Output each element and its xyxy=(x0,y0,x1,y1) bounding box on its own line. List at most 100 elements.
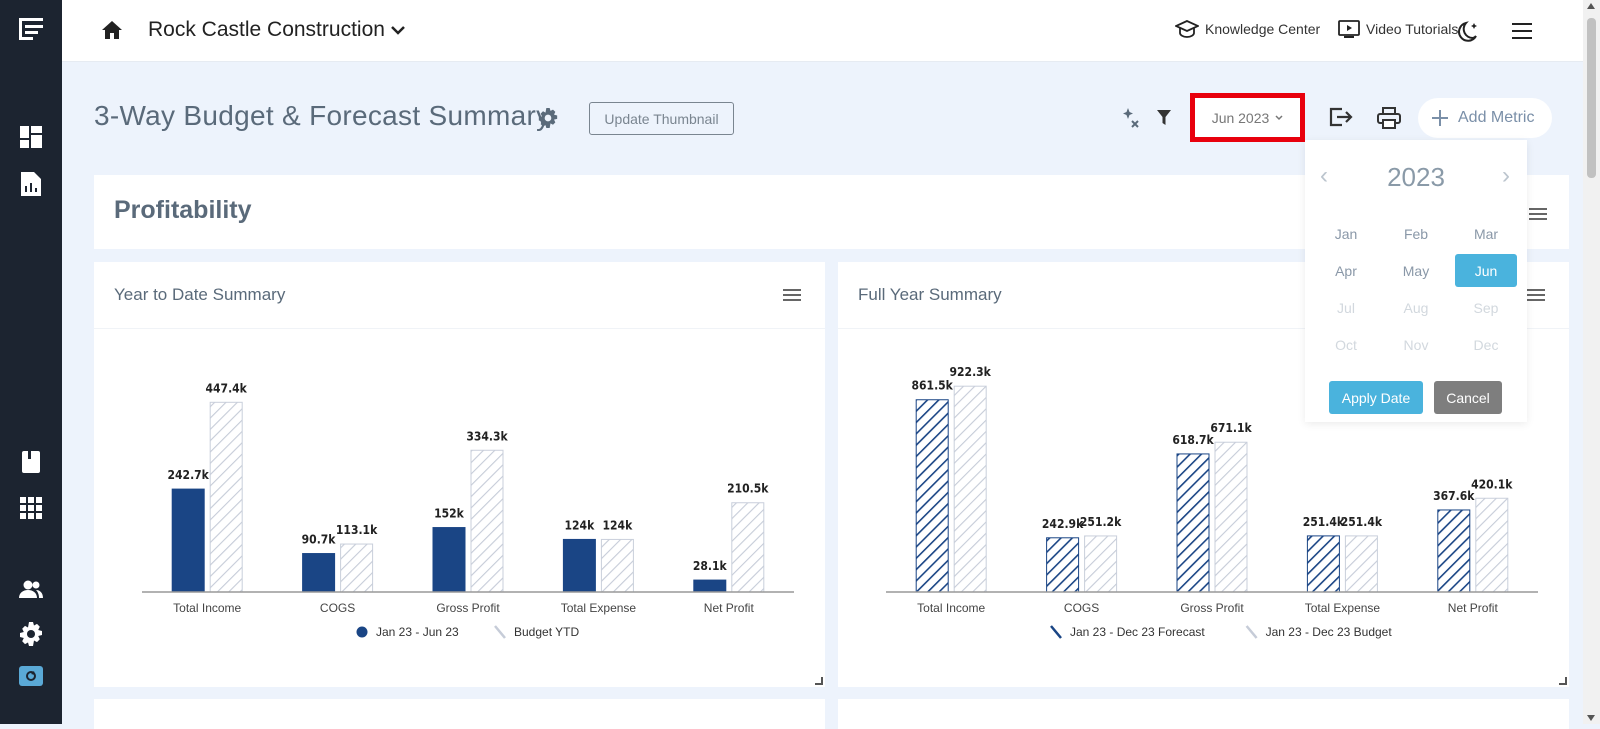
month-option-sep: Sep xyxy=(1473,299,1499,316)
bar-net-profit-series-1[interactable] xyxy=(1437,509,1471,593)
data-label: 113.1k xyxy=(336,523,378,537)
x-tick-label: Net Profit xyxy=(704,601,755,615)
cancel-button[interactable]: Cancel xyxy=(1434,381,1502,414)
data-label: 861.5k xyxy=(912,379,954,393)
ytd-summary-card: Year to Date Summary 242.7k 447.4k Total I… xyxy=(94,262,825,687)
date-selector-button[interactable]: Jun 2023 xyxy=(1190,93,1305,142)
x-tick-label: Total Expense xyxy=(1305,601,1381,615)
bar-gross-profit-series-1[interactable] xyxy=(432,527,466,593)
data-label: 671.1k xyxy=(1210,421,1252,435)
legend-marker-icon xyxy=(1050,625,1062,639)
data-label: 447.4k xyxy=(206,381,248,395)
x-tick-label: Total Income xyxy=(173,601,241,615)
x-tick-label: COGS xyxy=(320,601,355,615)
clear-filters-icon[interactable] xyxy=(1120,107,1142,129)
month-option-may[interactable]: May xyxy=(1402,262,1430,279)
bar-cogs-series-2[interactable] xyxy=(1084,535,1118,593)
legend-item[interactable]: Budget YTD xyxy=(514,625,579,639)
knowledge-center-link[interactable]: Knowledge Center xyxy=(1175,20,1320,38)
print-icon[interactable] xyxy=(1377,107,1401,129)
legend-item[interactable]: Jan 23 - Dec 23 Forecast xyxy=(1070,625,1205,639)
data-label: 28.1k xyxy=(693,559,728,573)
knowledge-center-label: Knowledge Center xyxy=(1205,21,1321,37)
bar-cogs-series-2[interactable] xyxy=(340,543,374,593)
data-label: 251.2k xyxy=(1080,515,1122,529)
chart-menu-icon[interactable] xyxy=(1527,289,1545,303)
sync-icon[interactable] xyxy=(19,666,43,686)
bar-net-profit-series-1[interactable] xyxy=(693,579,727,593)
legend-item[interactable]: Jan 23 - Jun 23 xyxy=(376,625,459,639)
video-tutorials-label: Video Tutorials xyxy=(1366,21,1459,37)
bar-total-expense-series-1[interactable] xyxy=(562,538,596,593)
bar-total-income-series-1[interactable] xyxy=(171,488,205,593)
bar-total-income-series-2[interactable] xyxy=(209,401,243,593)
picker-year: 2023 xyxy=(1387,162,1445,192)
dashboard-icon[interactable] xyxy=(18,124,44,150)
data-label: 90.7k xyxy=(302,533,337,547)
prev-year-icon[interactable]: ‹ xyxy=(1320,162,1328,189)
vertical-scrollbar[interactable] xyxy=(1583,0,1600,724)
scrollbar-thumb[interactable] xyxy=(1587,18,1596,178)
x-tick-label: Total Expense xyxy=(561,601,637,615)
month-option-mar[interactable]: Mar xyxy=(1473,225,1499,242)
main-menu-icon[interactable] xyxy=(1512,23,1532,39)
apply-date-button[interactable]: Apply Date xyxy=(1329,381,1423,414)
x-tick-label: COGS xyxy=(1064,601,1099,615)
data-label: 420.1k xyxy=(1471,477,1513,491)
export-icon[interactable] xyxy=(1328,106,1354,128)
settings-icon[interactable] xyxy=(18,621,44,647)
data-label: 242.7k xyxy=(168,468,210,482)
next-year-icon[interactable]: › xyxy=(1502,162,1510,189)
month-picker-popup: ‹ 2023 › Jan Feb Mar Apr May Jun Jul Aug Sep Oct N… xyxy=(1305,140,1527,422)
month-option-apr[interactable]: Apr xyxy=(1335,262,1357,279)
x-tick-label: Gross Profit xyxy=(1180,601,1244,615)
book-icon[interactable] xyxy=(18,449,44,475)
graduation-cap-icon xyxy=(1175,20,1199,38)
company-selector[interactable]: Rock Castle Construction xyxy=(148,18,405,42)
bar-total-income-series-1[interactable] xyxy=(915,399,949,593)
app-logo-icon[interactable] xyxy=(18,16,44,42)
bar-total-expense-series-2[interactable] xyxy=(1344,535,1378,593)
x-tick-label: Total Income xyxy=(917,601,985,615)
resize-handle-icon[interactable] xyxy=(815,677,823,685)
grid-icon[interactable] xyxy=(18,495,44,521)
bar-total-expense-series-2[interactable] xyxy=(600,538,634,593)
chart-title: Full Year Summary xyxy=(858,285,1002,304)
data-label: 922.3k xyxy=(950,365,992,379)
legend-item[interactable]: Jan 23 - Dec 23 Budget xyxy=(1266,625,1393,639)
dark-mode-icon[interactable] xyxy=(1458,20,1480,47)
home-icon[interactable] xyxy=(102,21,122,44)
date-selector-value: Jun 2023 xyxy=(1211,109,1270,126)
video-play-icon xyxy=(1338,20,1360,38)
video-tutorials-link[interactable]: Video Tutorials xyxy=(1338,20,1458,38)
resize-handle-icon[interactable] xyxy=(1559,677,1567,685)
bar-net-profit-series-2[interactable] xyxy=(1475,497,1509,593)
month-option-jun[interactable]: Jun xyxy=(1455,254,1517,287)
bar-gross-profit-series-2[interactable] xyxy=(1214,441,1248,593)
bar-cogs-series-1[interactable] xyxy=(1046,537,1080,593)
legend-marker-icon xyxy=(1245,625,1258,639)
add-metric-button[interactable]: Add Metric xyxy=(1418,98,1552,138)
data-label: 124k xyxy=(603,518,634,532)
bar-net-profit-series-2[interactable] xyxy=(731,502,765,593)
bar-total-expense-series-1[interactable] xyxy=(1306,535,1340,593)
chevron-down-icon xyxy=(391,26,405,35)
report-icon[interactable] xyxy=(18,171,44,197)
bar-gross-profit-series-2[interactable] xyxy=(470,449,504,593)
update-thumbnail-button[interactable]: Update Thumbnail xyxy=(589,102,734,135)
bar-total-income-series-2[interactable] xyxy=(953,385,987,593)
bar-cogs-series-1[interactable] xyxy=(302,553,336,593)
chart-menu-icon[interactable] xyxy=(783,289,801,303)
month-option-jan[interactable]: Jan xyxy=(1334,225,1358,242)
section-menu-icon[interactable] xyxy=(1529,208,1547,222)
report-settings-icon[interactable] xyxy=(538,108,560,130)
month-option-feb[interactable]: Feb xyxy=(1403,225,1429,242)
bar-gross-profit-series-1[interactable] xyxy=(1176,453,1210,593)
month-option-aug: Aug xyxy=(1403,299,1429,316)
filter-icon[interactable] xyxy=(1157,110,1171,125)
next-card-left xyxy=(94,699,825,729)
add-metric-label: Add Metric xyxy=(1458,109,1535,126)
users-icon[interactable] xyxy=(18,576,44,602)
month-option-dec: Dec xyxy=(1473,336,1499,353)
